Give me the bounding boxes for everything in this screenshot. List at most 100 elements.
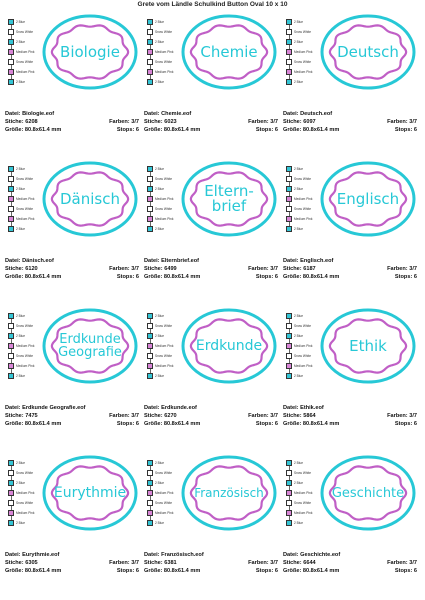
color-swatch-label: Snow White <box>294 29 312 34</box>
file-label-value: Datei: Elternbrief.eof <box>144 258 200 264</box>
color-swatch-label: Medium Pink <box>294 196 313 201</box>
color-swatch-label: Medium Pink <box>16 343 35 348</box>
stitches-label-value: Stiche: 6381 <box>144 559 177 566</box>
color-swatch <box>147 469 153 476</box>
info-row-file: Datei: Ethik.eof <box>283 405 417 413</box>
stitches-label-value: Stiche: 6305 <box>5 559 38 566</box>
color-swatch-label: Medium Pink <box>16 363 35 368</box>
colors-label-value: Farben: 3/7 <box>248 412 278 419</box>
color-swatch-label: Snow White <box>16 323 34 328</box>
outer-oval-ring <box>42 308 138 384</box>
color-swatch <box>8 205 14 212</box>
color-swatch-row: Snow White <box>286 205 320 212</box>
color-sequence: 2 Blue Snow White 2 Blue Medium Pink Snow Wh… <box>5 459 41 529</box>
color-swatch <box>286 78 292 85</box>
color-swatch-label: Snow White <box>155 323 173 328</box>
design-card-4: 2 Blue Snow White 2 Blue Medium Pink Snow Wh… <box>143 157 282 304</box>
color-swatch-label: Snow White <box>294 176 312 181</box>
stops-label-value: Stops: 6 <box>116 420 139 427</box>
info-row-stitches: Stiche: 6270 Farben: 3/7 <box>144 413 278 421</box>
color-swatch-row: Medium Pink <box>286 489 320 496</box>
design-info: Datei: Erdkunde.eof Stiche: 6270 Farben:… <box>144 405 278 428</box>
color-swatch-label: 2 Blue <box>155 79 165 84</box>
color-swatch-label: 2 Blue <box>16 19 26 24</box>
design-card-1: 2 Blue Snow White 2 Blue Medium Pink Snow Wh… <box>143 10 282 157</box>
color-swatch <box>147 459 153 466</box>
color-swatch-label: 2 Blue <box>155 313 165 318</box>
color-swatch-row: 2 Blue <box>286 38 320 45</box>
color-swatch-label: Medium Pink <box>155 196 174 201</box>
color-swatch-label: 2 Blue <box>16 313 26 318</box>
patch-fill <box>190 319 268 373</box>
stitches-label-value: Stiche: 6097 <box>283 118 316 125</box>
page-title: Grete vom Ländle Schulkind Button Oval 1… <box>137 1 288 8</box>
file-label-value: Datei: Geschichte.eof <box>283 552 341 558</box>
info-row-file: Datei: Erdkunde Geografie.eof <box>5 405 139 413</box>
color-swatch <box>147 215 153 222</box>
color-swatch-row: Snow White <box>147 322 181 329</box>
color-swatch-label: 2 Blue <box>294 39 304 44</box>
color-swatch <box>8 352 14 359</box>
scalloped-inner-border <box>50 171 130 227</box>
color-swatch-row: Snow White <box>147 352 181 359</box>
design-info: Datei: Ethik.eof Stiche: 5864 Farben: 3/… <box>283 405 417 428</box>
patch-text: Chemie <box>200 42 258 61</box>
color-swatch <box>286 469 292 476</box>
scalloped-inner-border <box>328 24 408 80</box>
color-swatch <box>147 312 153 319</box>
color-sequence: 2 Blue Snow White 2 Blue Medium Pink Snow Wh… <box>5 312 41 382</box>
scalloped-inner-border <box>189 171 269 227</box>
color-swatch-row: Medium Pink <box>147 215 181 222</box>
color-swatch-row: 2 Blue <box>147 519 181 526</box>
info-row-size: Größe: 80.8x61.4 mm Stops: 6 <box>283 421 417 429</box>
color-swatch-row: Snow White <box>286 28 320 35</box>
color-swatch-label: 2 Blue <box>16 520 26 525</box>
info-row-size: Größe: 80.8x61.4 mm Stops: 6 <box>283 568 417 576</box>
patch-shape <box>181 161 277 237</box>
info-row-file: Datei: Biologie.eof <box>5 111 139 119</box>
color-swatch <box>147 322 153 329</box>
info-row-stitches: Stiche: 6208 Farben: 3/7 <box>5 119 139 127</box>
color-swatch-label: 2 Blue <box>16 480 26 485</box>
stops-label-value: Stops: 6 <box>255 273 278 280</box>
color-swatch-row: Medium Pink <box>8 215 42 222</box>
color-swatch <box>147 489 153 496</box>
color-swatch-row: 2 Blue <box>8 38 42 45</box>
color-swatch <box>286 312 292 319</box>
info-row-stitches: Stiche: 6499 Farben: 3/7 <box>144 266 278 274</box>
scalloped-inner-border <box>189 465 269 521</box>
info-row-file: Datei: Erdkunde.eof <box>144 405 278 413</box>
color-swatch <box>286 175 292 182</box>
embroidery-patch: Chemie <box>181 14 277 90</box>
color-swatch-label: 2 Blue <box>16 373 26 378</box>
scalloped-inner-border <box>328 171 408 227</box>
color-swatch <box>147 48 153 55</box>
color-swatch-row: Medium Pink <box>8 48 42 55</box>
patch-text: Eurythmie <box>53 485 127 501</box>
embroidery-patch: Französisch <box>181 455 277 531</box>
info-row-stitches: Stiche: 6097 Farben: 3/7 <box>283 119 417 127</box>
color-swatch-row: 2 Blue <box>286 225 320 232</box>
color-swatch-row: Medium Pink <box>286 68 320 75</box>
color-swatch-label: Medium Pink <box>294 363 313 368</box>
colors-label-value: Farben: 3/7 <box>387 118 417 125</box>
color-swatch <box>8 519 14 526</box>
file-label-value: Datei: Chemie.eof <box>144 111 192 117</box>
file-label-value: Datei: Dänisch.eof <box>5 258 54 264</box>
color-swatch <box>147 165 153 172</box>
color-swatch-row: 2 Blue <box>8 225 42 232</box>
color-swatch-label: 2 Blue <box>155 39 165 44</box>
outer-oval-ring <box>320 161 416 237</box>
color-swatch-label: 2 Blue <box>294 520 304 525</box>
color-swatch-row: Snow White <box>286 499 320 506</box>
info-row-file: Datei: Chemie.eof <box>144 111 278 119</box>
color-swatch <box>147 205 153 212</box>
patch-shape <box>181 14 277 90</box>
color-swatch-row: 2 Blue <box>147 225 181 232</box>
stitches-label-value: Stiche: 6644 <box>283 559 316 566</box>
color-swatch <box>8 489 14 496</box>
patch-fill <box>51 172 129 226</box>
stops-label-value: Stops: 6 <box>394 126 417 133</box>
outer-oval-ring <box>181 455 277 531</box>
color-swatch <box>286 499 292 506</box>
